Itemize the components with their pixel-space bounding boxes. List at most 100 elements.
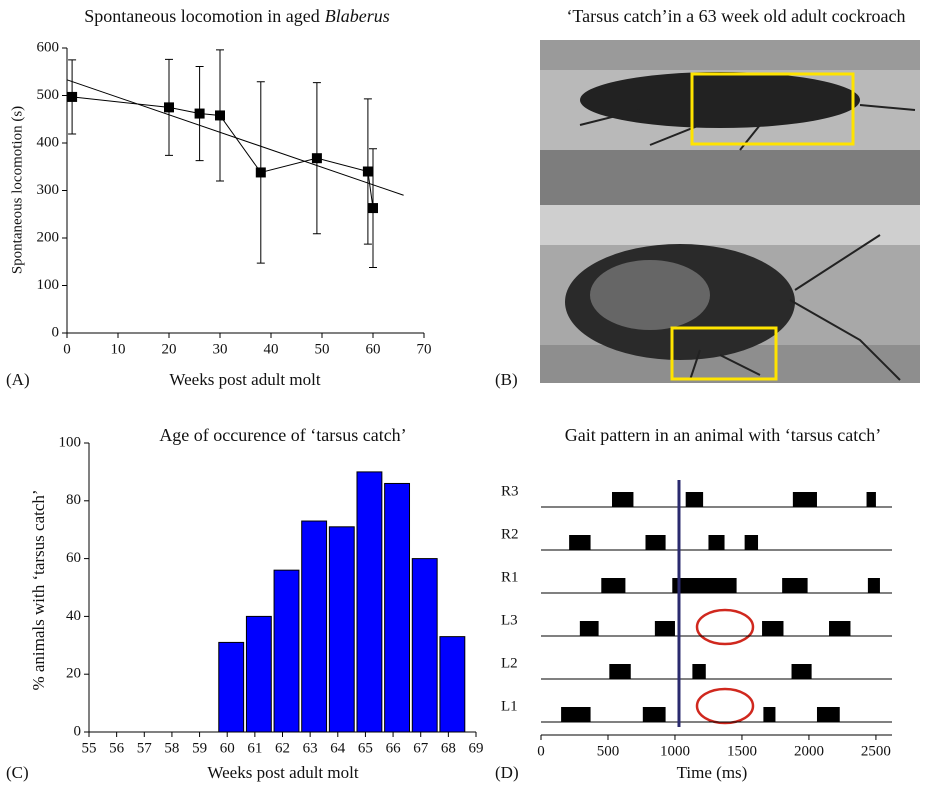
marker	[362, 166, 373, 177]
x-tick-label: 2500	[861, 743, 891, 759]
x-tick-label: 57	[137, 740, 153, 756]
photo-title: ‘Tarsus catch’in a 63 week old adult coc…	[566, 6, 905, 26]
marker	[164, 102, 174, 113]
marker	[215, 110, 225, 121]
stance-bar	[609, 664, 631, 679]
y-tick-label: 60	[66, 550, 81, 566]
chart-title: Age of occurence of ‘tarsus catch’	[159, 425, 406, 445]
marker	[255, 167, 266, 178]
title-italic: Blaberus	[325, 6, 390, 26]
panel-label: (C)	[6, 763, 29, 782]
bar	[356, 471, 383, 733]
x-tick-label: 20	[162, 341, 177, 357]
x-tick-label: 0	[537, 743, 545, 759]
stance-bar	[816, 707, 840, 722]
bar	[218, 641, 245, 733]
x-axis-label: Weeks post adult molt	[207, 763, 358, 782]
stance-bar	[642, 707, 666, 722]
stance-bar	[866, 492, 876, 507]
row-label: R1	[501, 569, 519, 585]
title-text: Spontaneous locomotion in aged	[84, 6, 319, 26]
stance-bar	[685, 492, 704, 507]
stance-bar	[561, 707, 591, 722]
y-axis-label: Spontaneous locomotion (s)	[9, 106, 25, 274]
stance-bar	[763, 707, 776, 722]
x-tick-label: 64	[330, 740, 346, 756]
stance-bar	[672, 578, 737, 593]
y-axis-label: % animals with ‘tarsus catch’	[29, 489, 48, 690]
x-tick-label: 65	[358, 740, 373, 756]
bar	[245, 615, 272, 733]
row-label: L3	[501, 612, 518, 628]
x-tick-label: 0	[63, 341, 71, 357]
y-tick-label: 200	[37, 229, 60, 245]
x-tick-label: 10	[111, 341, 126, 357]
y-tick-label: 400	[37, 134, 60, 150]
chart-title: Gait pattern in an animal with ‘tarsus c…	[565, 425, 881, 445]
x-tick-label: 2000	[794, 743, 824, 759]
stance-bar	[654, 621, 675, 636]
x-tick-label: 61	[247, 740, 262, 756]
stance-bar	[829, 621, 851, 636]
row-label: L1	[501, 698, 518, 714]
x-tick-label: 59	[192, 740, 207, 756]
highlight-circle	[695, 608, 755, 646]
stance-bar	[569, 535, 591, 550]
x-tick-label: 67	[413, 740, 429, 756]
x-tick-label: 40	[264, 341, 279, 357]
x-tick-label: 30	[213, 341, 228, 357]
bar	[384, 482, 411, 733]
stance-bar	[791, 664, 812, 679]
y-tick-label: 80	[66, 492, 81, 508]
stance-bar	[692, 664, 706, 679]
row-label: R2	[501, 526, 519, 542]
x-tick-label: 55	[82, 740, 97, 756]
stance-bar	[579, 621, 599, 636]
marker	[368, 203, 378, 214]
x-tick-label: 1000	[660, 743, 690, 759]
bar	[273, 569, 300, 733]
stance-bar	[782, 578, 808, 593]
panel-label: (D)	[495, 763, 519, 782]
x-tick-label: 68	[441, 740, 456, 756]
x-axis-label: Time (ms)	[677, 763, 748, 782]
x-tick-label: 56	[109, 740, 125, 756]
stance-bar	[708, 535, 725, 550]
y-tick-label: 20	[66, 666, 81, 682]
x-tick-label: 50	[315, 341, 330, 357]
stance-bar	[867, 578, 880, 593]
bar	[439, 636, 466, 733]
panel-label: (B)	[495, 370, 518, 389]
bar	[411, 558, 438, 733]
stance-bar	[612, 492, 634, 507]
stance-bar	[792, 492, 817, 507]
highlight-circle	[695, 687, 755, 725]
chart-title: Spontaneous locomotion in aged Blaberus	[84, 6, 389, 26]
y-tick-label: 100	[59, 434, 82, 450]
marker	[194, 108, 205, 119]
stance-bar	[762, 621, 784, 636]
x-tick-label: 1500	[727, 743, 757, 759]
y-tick-label: 600	[37, 39, 60, 55]
stance-bar	[744, 535, 759, 550]
stance-bar	[645, 535, 666, 550]
x-tick-label: 70	[417, 341, 432, 357]
y-tick-label: 0	[74, 723, 82, 739]
x-tick-label: 60	[220, 740, 235, 756]
y-tick-label: 500	[37, 87, 60, 103]
y-tick-label: 300	[37, 182, 60, 198]
x-tick-label: 63	[303, 740, 318, 756]
data-line	[72, 96, 374, 209]
x-tick-label: 58	[164, 740, 179, 756]
y-tick-label: 40	[66, 608, 81, 624]
y-tick-label: 100	[37, 277, 60, 293]
x-tick-label: 62	[275, 740, 290, 756]
bar	[328, 526, 355, 733]
y-tick-label: 0	[52, 324, 60, 340]
x-tick-label: 69	[469, 740, 484, 756]
stance-bar	[601, 578, 626, 593]
x-tick-label: 66	[386, 740, 402, 756]
row-label: L2	[501, 655, 518, 671]
x-axis-label: Weeks post adult molt	[169, 370, 320, 389]
